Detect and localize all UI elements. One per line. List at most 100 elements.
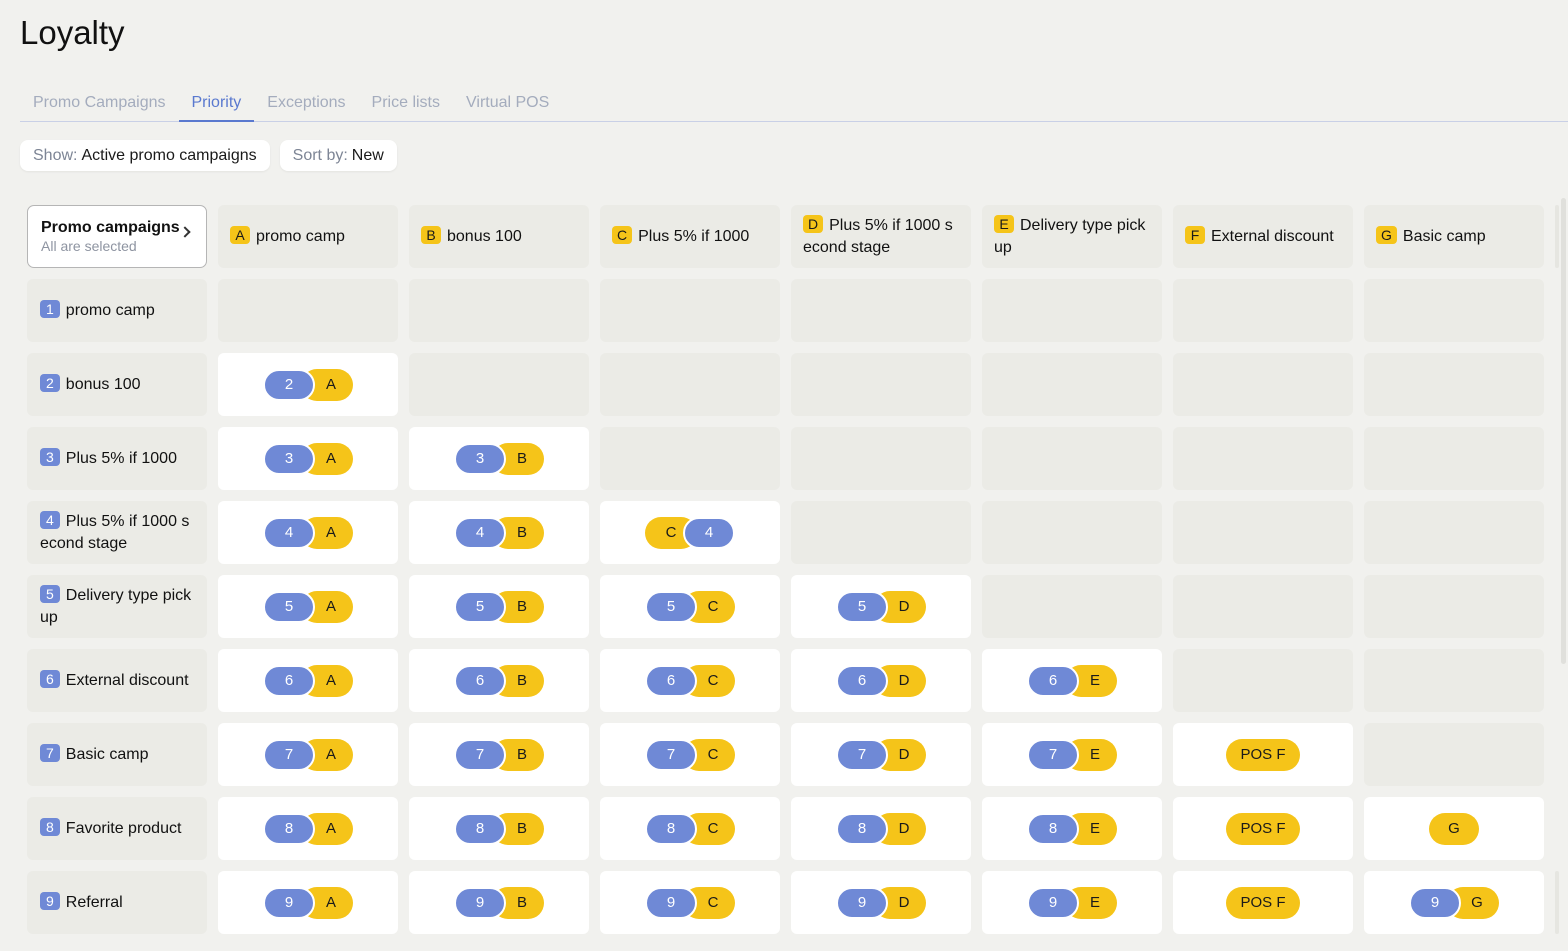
priority-cell[interactable]: G — [1364, 797, 1544, 860]
campaign-name: Delivery type pick up — [40, 586, 192, 626]
priority-cell[interactable]: POS F — [1173, 723, 1353, 786]
row-header-label: 2 bonus 100 — [40, 373, 141, 396]
campaign-letter-badge: G — [1376, 225, 1397, 244]
tab-priority[interactable]: Priority — [178, 84, 255, 122]
tab-virtual-pos[interactable]: Virtual POS — [466, 94, 550, 111]
priority-number-pill: 8 — [1027, 812, 1079, 845]
priority-number-pill: 9 — [1027, 886, 1079, 919]
tab-promo-campaigns[interactable]: Promo Campaigns — [33, 94, 166, 111]
priority-number-pill: 5 — [454, 590, 506, 623]
priority-cell[interactable]: POS F — [1173, 871, 1353, 934]
campaign-name: Basic camp — [65, 745, 149, 763]
campaign-name: External discount — [65, 671, 189, 689]
tab-exceptions[interactable]: Exceptions — [267, 94, 346, 111]
empty-cell — [982, 575, 1162, 638]
priority-single-pill[interactable]: G — [1429, 812, 1479, 845]
row-header-8: 8 Favorite product — [27, 797, 207, 860]
priority-number-pill: 6 — [645, 664, 697, 697]
campaign-name: Delivery type pick up — [994, 216, 1146, 256]
tab-price-lists[interactable]: Price lists — [371, 94, 440, 111]
priority-single-pill[interactable]: POS F — [1226, 738, 1300, 771]
priority-single-pill[interactable]: POS F — [1226, 812, 1300, 845]
vertical-scrollbar[interactable] — [1561, 198, 1566, 664]
empty-cell — [982, 353, 1162, 416]
empty-cell — [1173, 427, 1353, 490]
priority-single-pill[interactable]: POS F — [1226, 886, 1300, 919]
show-filter-button[interactable]: Show: Active promo campaigns — [20, 140, 270, 171]
priority-cell[interactable]: POS F — [1173, 797, 1353, 860]
campaign-name: bonus 100 — [447, 227, 522, 245]
selector-title: Promo campaigns — [41, 219, 180, 236]
promo-campaigns-selector[interactable]: Promo campaigns All are selected — [27, 205, 207, 268]
empty-cell — [791, 279, 971, 342]
row-header-label: 9 Referral — [40, 891, 123, 914]
sort-filter-button[interactable]: Sort by: New — [279, 140, 397, 171]
